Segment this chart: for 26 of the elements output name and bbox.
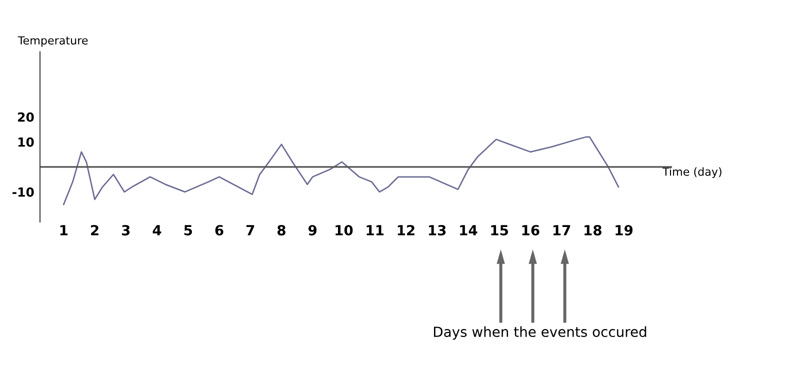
x-tick-label: 17	[553, 225, 570, 236]
x-tick-label: 8	[277, 224, 286, 236]
y-tick-label: 10	[18, 137, 34, 147]
x-tick-label: 2	[91, 224, 98, 236]
x-tick-label: 7	[246, 225, 254, 236]
x-tick-label: 3	[122, 224, 130, 236]
x-axis-title: Time (day)	[662, 167, 722, 178]
x-tick-label: 6	[215, 224, 224, 236]
x-tick-label: 5	[184, 225, 192, 236]
x-tick-label: 13	[428, 224, 446, 236]
x-tick-label: 19	[616, 224, 633, 236]
x-tick-label: 16	[522, 224, 540, 236]
x-tick-label: 1	[60, 225, 68, 236]
x-tick-label: 15	[491, 225, 508, 236]
x-tick-label: 10	[336, 224, 353, 236]
x-tick-label: 12	[398, 224, 414, 236]
x-tick-label: 4	[152, 225, 162, 236]
y-axis-title: Temperature	[18, 36, 88, 47]
x-tick-label: 14	[460, 225, 478, 236]
y-tick-label: -10	[12, 187, 34, 197]
text: Days when the events occured	[434, 326, 646, 340]
line-series	[62, 136, 620, 206]
x-tick-label: 18	[584, 224, 602, 236]
x-tick-label: 11	[366, 225, 384, 236]
x-tick-label: 9	[308, 224, 317, 236]
y-tick-label: 20	[18, 112, 34, 122]
